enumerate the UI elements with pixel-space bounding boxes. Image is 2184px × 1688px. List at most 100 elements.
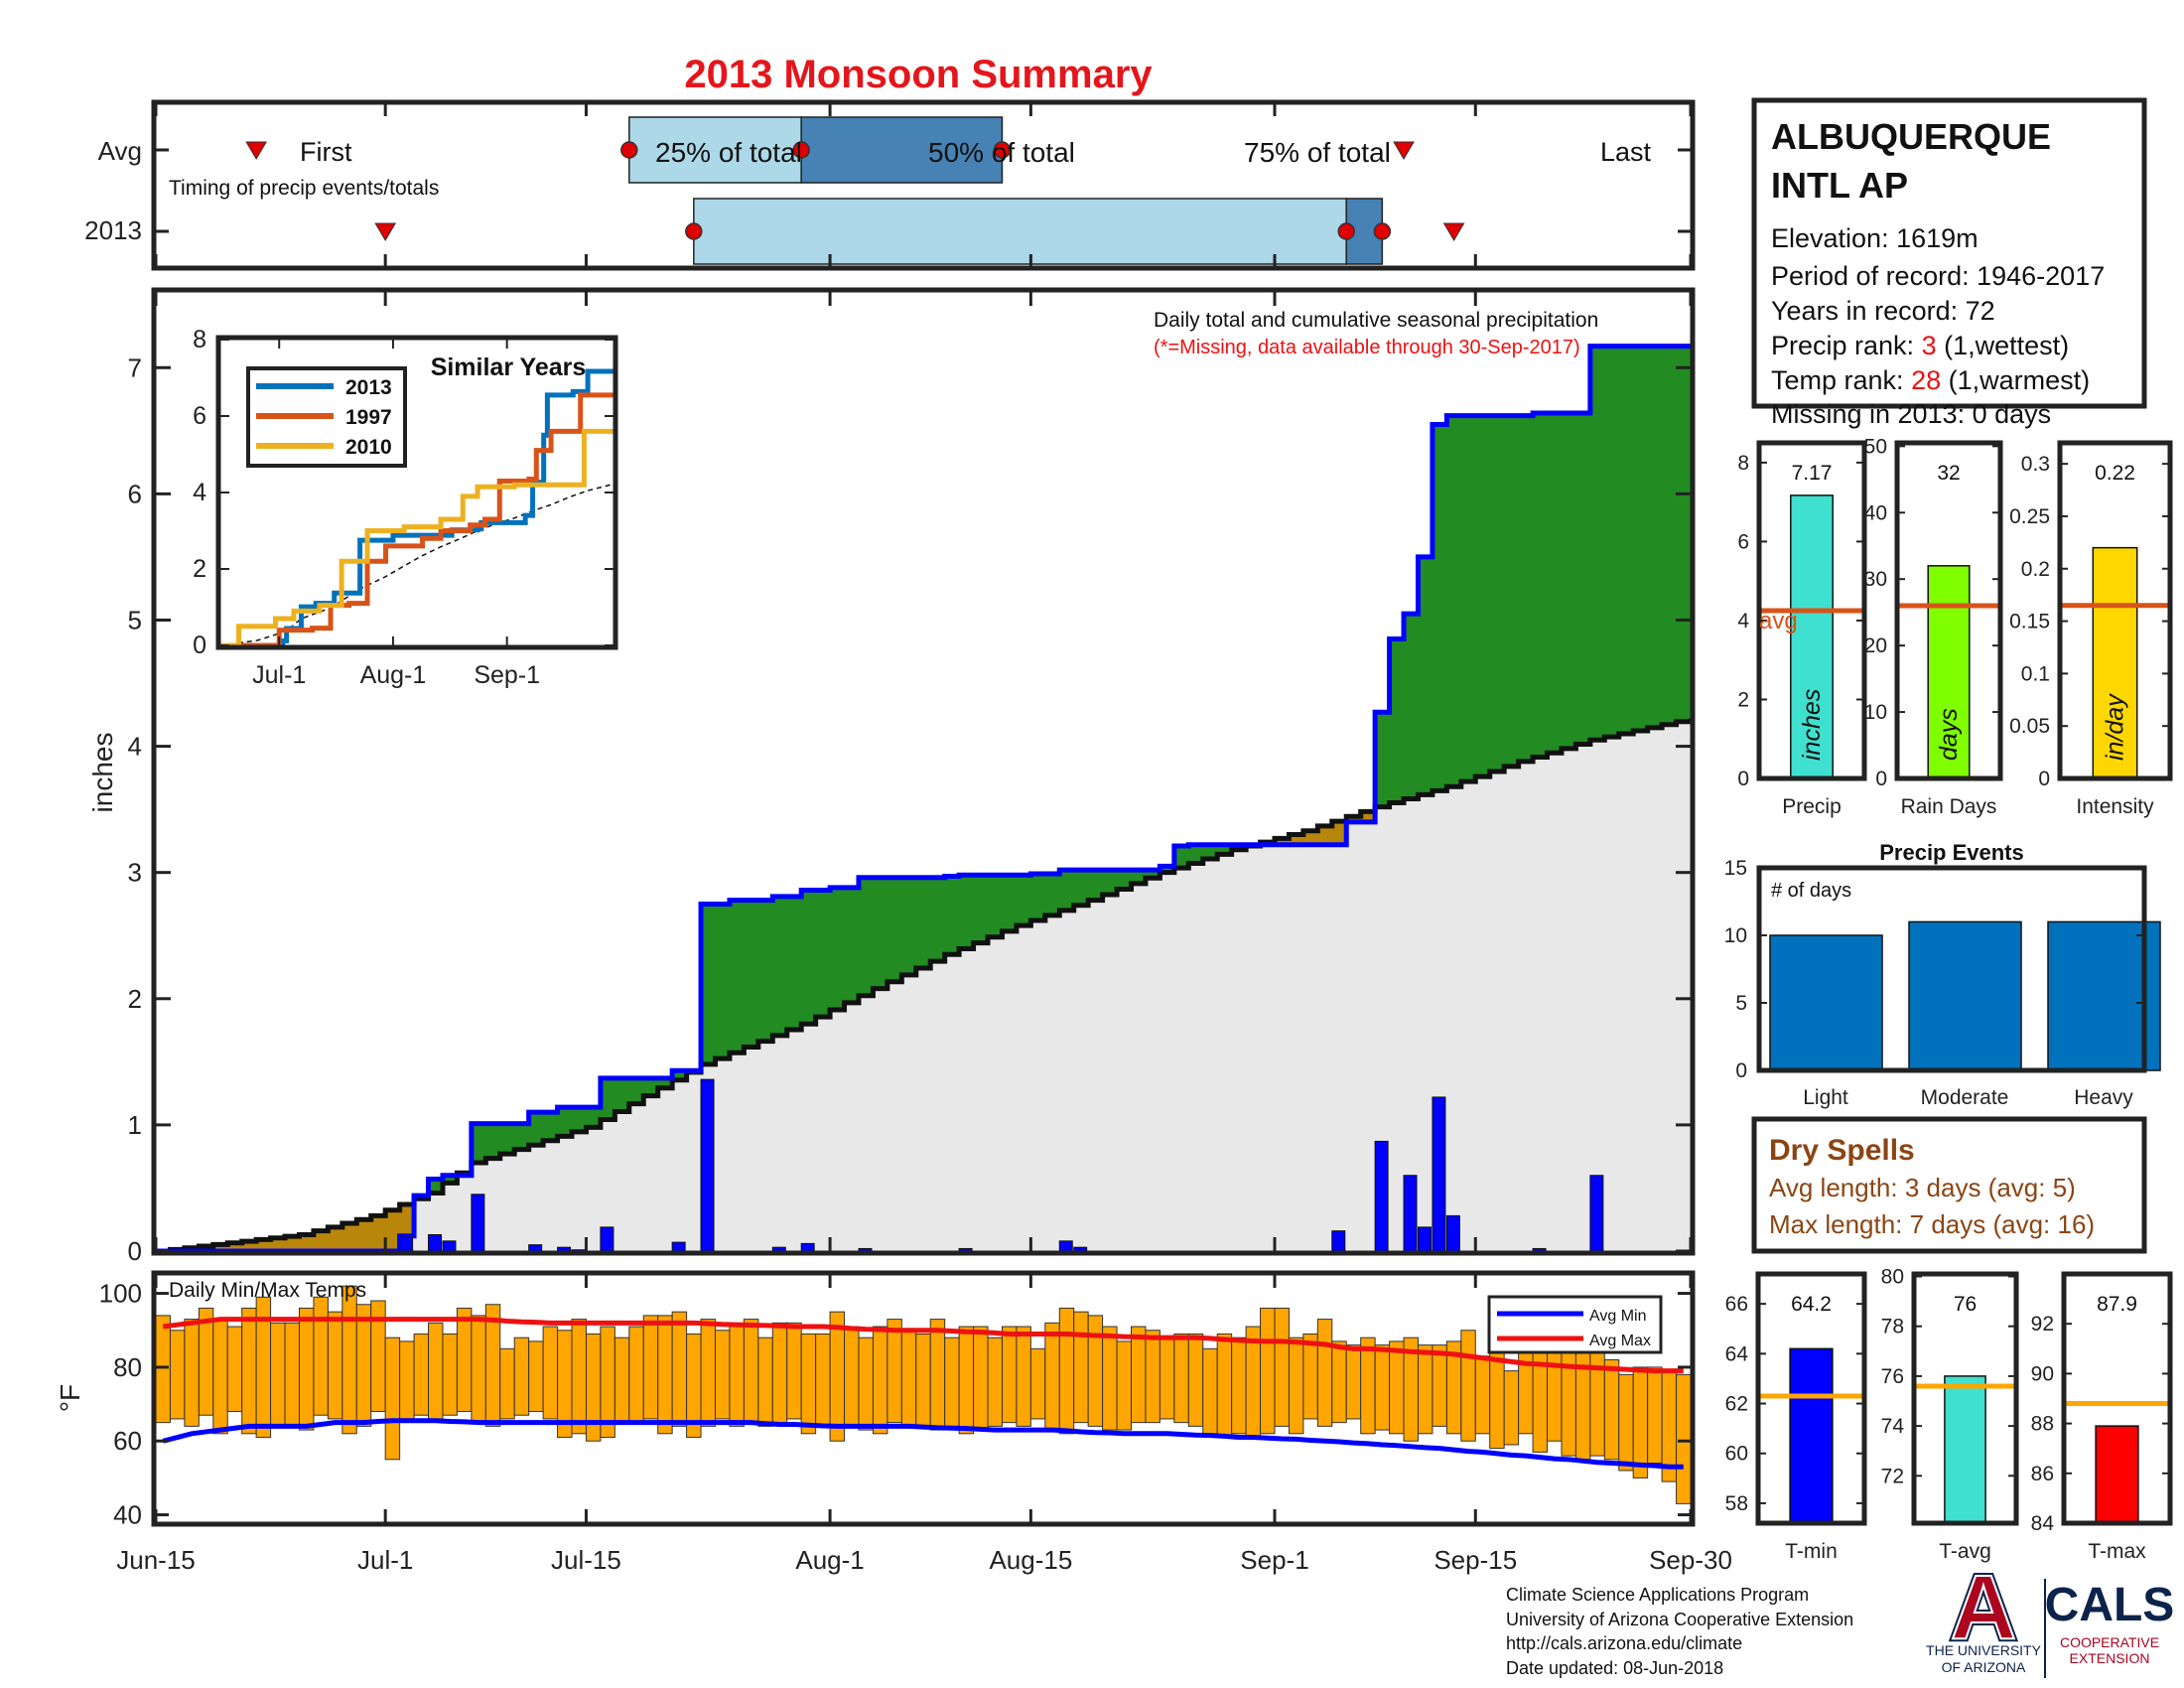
above-average-slice (715, 904, 731, 1059)
daily-precip-bar-21 (1445, 1214, 1460, 1252)
cals-line1: COOPERATIVE (2060, 1634, 2159, 1650)
daily-temp-bar-33 (628, 1326, 644, 1424)
station-name-line2: INTL AP (1771, 165, 1908, 206)
above-average-slice (1117, 870, 1133, 890)
station-elevation: Elevation: 1619m (1771, 223, 1979, 253)
daily-temp-bar-79 (1288, 1336, 1304, 1435)
precip-stat-0-frame (1756, 440, 1867, 781)
legend-avg-min: Avg Min (1589, 1308, 1647, 1325)
daily-temp-bar-40 (729, 1326, 745, 1427)
above-average-slice (901, 877, 917, 975)
daily-temp-bar-63 (1058, 1307, 1075, 1435)
precip-stat-0-ytick-label-4: 8 (1737, 452, 1749, 475)
precip-stat-0-ytick-label-1: 2 (1737, 688, 1749, 711)
above-average-slice (1188, 844, 1204, 864)
station-missing: Missing in 2013: 0 days (1771, 399, 2051, 429)
daily-temp-bar-81 (1316, 1319, 1333, 1427)
daily-temp-bar-59 (1001, 1326, 1018, 1424)
daily-temp-bar-24 (499, 1347, 515, 1420)
inset-xtick-label-0: Jul-1 (252, 661, 306, 689)
daily-temp-bar-78 (1274, 1307, 1290, 1427)
below-average-slice (328, 1226, 343, 1251)
temp-stat-1-frame (1911, 1271, 2019, 1526)
temp-stat-0-ytick-label-4: 66 (1725, 1293, 1748, 1316)
daily-temp-bar-48 (844, 1326, 860, 1427)
below-average-slice (270, 1237, 286, 1251)
daily-temp-bar-2 (184, 1319, 200, 1427)
above-average-slice (1504, 415, 1520, 767)
events-category-0: Light (1803, 1086, 1848, 1109)
daily-temp-bar-68 (1131, 1326, 1147, 1424)
precip-stat-2-ytick-label-1: 0.05 (2009, 715, 2050, 738)
daily-temp-bar-67 (1116, 1340, 1133, 1431)
precip-stat-2-ytick-label-6: 0.3 (2021, 453, 2050, 476)
daily-precip-bar-17 (1374, 1140, 1389, 1252)
precip-stat-2-value-label: 0.22 (2095, 462, 2135, 485)
daily-temp-bar-102 (1618, 1373, 1634, 1472)
daily-temp-bar-58 (987, 1336, 1003, 1427)
temp-panel: 40 60 80 100 Jun-15 Jul-1 Jul-15 Aug-1 Aug-15 Sep… (55, 1270, 1732, 1575)
last-label: Last (1600, 137, 1652, 167)
daily-temp-bar-74 (1216, 1333, 1233, 1439)
avg-25-50-bar (628, 116, 802, 184)
events-ylabel: # of days (1771, 880, 1851, 902)
ua-a-letter: A (1951, 1557, 2016, 1658)
temp-stat-0-ytick-label-0: 58 (1725, 1492, 1748, 1515)
above-average-slice (744, 900, 759, 1048)
station-info-box: ALBUQUERQUE INTL AP Elevation: 1619m Per… (1751, 97, 2147, 429)
temp-stat-1-ytick-label-0: 72 (1881, 1465, 1904, 1487)
cals-line2: EXTENSION (2070, 1650, 2150, 1666)
precip-stat-1-ytick-label-5: 50 (1864, 435, 1887, 458)
precip-stat-0-ytick-label-2: 4 (1737, 610, 1749, 633)
daily-temp-bar-5 (226, 1326, 243, 1413)
daily-temp-bar-86 (1389, 1340, 1405, 1435)
daily-temp-bar-41 (743, 1319, 759, 1424)
daily-temp-bar-65 (1087, 1315, 1104, 1427)
avg-min-line (162, 1418, 1684, 1470)
temp-stat-1-category-label: T-avg (1939, 1540, 1991, 1563)
daily-precip-bar-20 (1432, 1096, 1446, 1252)
daily-temp-bar-54 (929, 1319, 946, 1431)
y2013-p50-marker (1337, 222, 1355, 240)
xtick-label-5: Sep-1 (1240, 1545, 1308, 1575)
daily-temp-bar-92 (1474, 1355, 1491, 1435)
precip-stat-0-value-label: 7.17 (1792, 462, 1833, 485)
daily-temp-bar-61 (1029, 1347, 1046, 1420)
above-average-slice (815, 890, 831, 1018)
station-years: Years in record: 72 (1771, 296, 1995, 326)
below-average-slice (1302, 830, 1318, 845)
precip-stat-2-ytick-label-5: 0.25 (2009, 505, 2050, 528)
daily-temp-bar-25 (513, 1336, 530, 1416)
above-average-slice (1044, 873, 1060, 915)
temp-stats-panels: 58 60 62 64 66 64.2 T-min 72 74 76 78 80 76 T-avg 84 86… (1725, 1266, 2173, 1563)
temp-stat-0-ytick-label-1: 60 (1725, 1443, 1748, 1466)
above-average-slice (1016, 875, 1031, 926)
daily-temp-bar-17 (399, 1340, 415, 1420)
above-average-slice (772, 896, 788, 1036)
temp-stat-1-ytick-label-2: 76 (1881, 1365, 1904, 1388)
avg-50-75-bar (800, 116, 1004, 184)
daily-precip-bar-8 (671, 1241, 686, 1252)
below-average-slice (285, 1236, 301, 1251)
above-average-slice (701, 904, 717, 1064)
below-average-slice (1274, 838, 1291, 845)
footer-line1: Climate Science Applications Program (1506, 1585, 1809, 1605)
timing-row-avg-label: Avg (98, 136, 142, 166)
daily-precip-bar-19 (1417, 1226, 1432, 1252)
station-period: Period of record: 1946-2017 (1771, 261, 2105, 291)
above-average-slice (1618, 346, 1634, 735)
inset-xtick-label-2: Sep-1 (474, 661, 540, 689)
above-average-slice (1475, 415, 1491, 777)
daily-temp-bar-82 (1331, 1340, 1347, 1424)
events-ytick-label-1: 5 (1735, 992, 1747, 1015)
daily-temp-bar-11 (313, 1296, 329, 1416)
events-title: Precip Events (1879, 840, 2024, 865)
daily-temp-bar-49 (858, 1336, 874, 1431)
daily-precip-bar-0 (399, 1235, 414, 1252)
above-average-slice (1432, 424, 1447, 791)
temp-stat-2-frame (2061, 1271, 2173, 1526)
daily-temp-bar-21 (456, 1307, 473, 1413)
precip-stat-0-unit-label: inches (1798, 689, 1826, 761)
daily-precip-bar-7 (600, 1226, 614, 1252)
daily-temp-bar-45 (800, 1333, 817, 1435)
